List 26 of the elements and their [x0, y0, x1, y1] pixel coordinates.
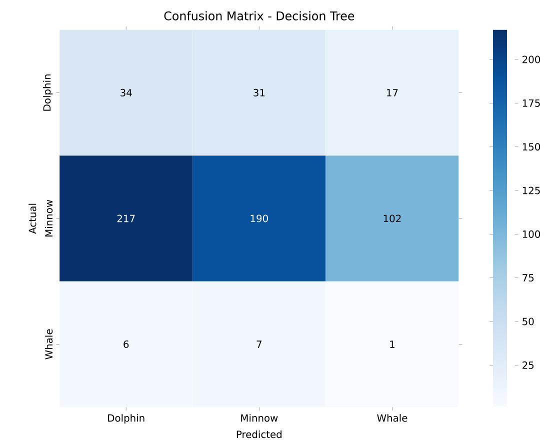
x-tick-label: Minnow [241, 414, 278, 422]
color-bar-label: 125 [522, 186, 540, 194]
data-label: 34 [120, 89, 132, 96]
data-label: 31 [254, 89, 265, 96]
data-label: 17 [387, 89, 398, 96]
data-label: 190 [250, 214, 268, 222]
color-bar-label: 75 [522, 274, 534, 282]
color-bar-label: 25 [522, 362, 534, 369]
data-label: 7 [256, 340, 262, 348]
y-tick-label: Dolphin [43, 74, 53, 111]
data-label: 6 [124, 340, 129, 348]
color-bar-label: 175 [522, 100, 540, 107]
data-label: 217 [117, 214, 135, 222]
data-label: 102 [384, 214, 401, 222]
y-tick-label: Whale [44, 329, 53, 360]
chart-title: Confusion Matrix - Decision Tree [164, 11, 354, 20]
x-tick-label: Dolphin [108, 414, 144, 424]
color-bar-label: 200 [522, 56, 540, 64]
color-bar-label: 100 [522, 230, 540, 238]
color-bar-label: 150 [522, 143, 540, 151]
y-tick-label: Minnow [44, 200, 53, 237]
y-axis-title: Actual [28, 204, 36, 234]
x-tick-label: Whale [377, 414, 408, 422]
x-axis-title: Predicted [236, 430, 282, 438]
color-bar-label: 50 [522, 318, 534, 326]
data-label: 1 [390, 340, 394, 348]
